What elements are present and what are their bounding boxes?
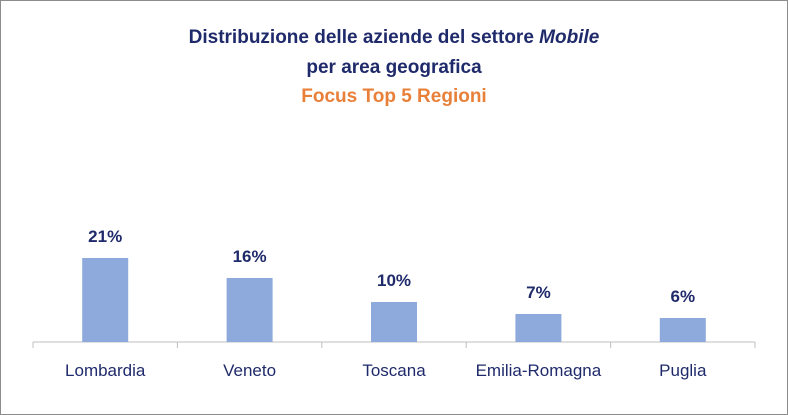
data-label: 7%	[526, 283, 551, 302]
chart-title-line2: per area geografica	[306, 57, 482, 78]
bar-veneto	[226, 278, 273, 342]
bar-emilia-romagna	[515, 314, 562, 342]
category-label: Emilia-Romagna	[476, 361, 602, 380]
category-label: Lombardia	[65, 361, 146, 380]
data-label: 6%	[671, 287, 696, 306]
chart-title-line1: Distribuzione delle aziende del settore …	[0, 27, 788, 49]
bar-puglia	[659, 318, 706, 342]
chart-title-emphasis: Mobile	[539, 27, 600, 48]
category-label: Toscana	[362, 361, 426, 380]
bar-lombardia	[82, 258, 129, 342]
data-label: 10%	[377, 271, 411, 290]
data-label: 16%	[233, 247, 267, 266]
category-label: Veneto	[223, 361, 276, 380]
chart-subtitle: Focus Top 5 Regioni	[301, 86, 487, 107]
bar-toscana	[371, 302, 417, 342]
chart-title-prefix: Distribuzione delle aziende del settore	[188, 27, 540, 48]
data-label: 21%	[88, 227, 122, 246]
category-label: Puglia	[659, 361, 707, 380]
